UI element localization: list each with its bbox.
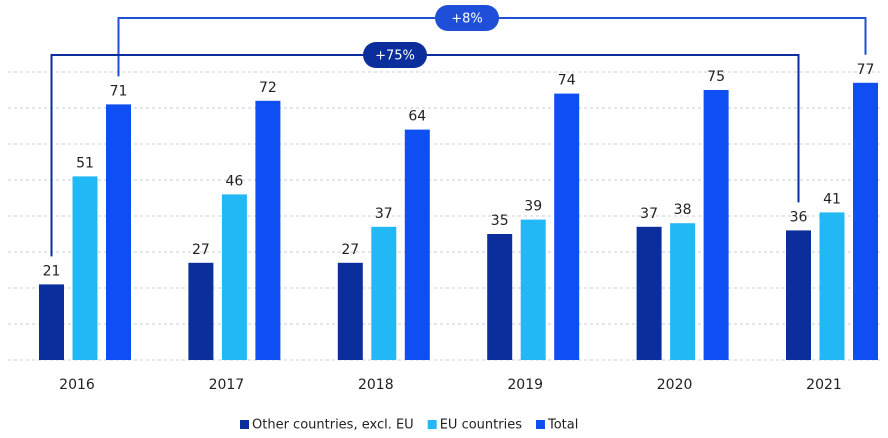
bar [703,90,729,360]
annotation-text: +75% [375,49,415,64]
value-label: 35 [491,213,509,229]
x-tick-label: 2016 [59,377,95,393]
bar [487,234,513,360]
bar [786,230,811,360]
legend-swatch [240,420,249,429]
bar [520,219,546,360]
bar [221,194,247,360]
value-label: 74 [558,73,576,89]
bar [188,262,214,360]
bar [371,226,397,360]
value-label: 37 [640,206,658,222]
value-label: 46 [225,173,243,189]
value-label: 75 [707,69,725,85]
value-label: 38 [674,202,692,218]
x-tick-label: 2019 [507,377,543,393]
value-label: 27 [192,242,210,258]
value-label: 21 [43,263,61,279]
bar [106,104,131,361]
annotation-pill [363,42,427,68]
bar [255,100,281,361]
legend-label: Other countries, excl. EU [252,418,414,433]
legend-label: Total [547,418,578,433]
x-tick-label: 2017 [209,377,245,393]
bar [853,82,878,361]
annotation-text: +8% [451,12,483,27]
bar [670,223,696,360]
annotation-pill [435,5,499,31]
legend-label: EU countries [440,418,522,433]
value-label: 36 [790,209,808,225]
bar [819,212,845,360]
x-tick-label: 2020 [657,377,693,393]
legend-swatch [427,420,437,429]
value-label: 37 [375,206,393,222]
value-label: 71 [110,83,128,99]
bar [554,93,580,360]
value-label: 27 [341,242,359,258]
bar [636,226,662,360]
x-tick-label: 2018 [358,377,394,393]
bar [337,262,363,360]
value-label: 41 [823,191,841,207]
legend-swatch [535,420,545,429]
value-label: 51 [76,155,94,171]
bar [72,176,98,360]
bar [404,129,430,360]
bar [39,284,64,360]
x-tick-label: 2021 [806,377,842,393]
value-label: 72 [259,80,277,96]
value-label: 64 [408,109,426,125]
value-label: 77 [857,62,875,78]
value-label: 39 [524,199,542,215]
